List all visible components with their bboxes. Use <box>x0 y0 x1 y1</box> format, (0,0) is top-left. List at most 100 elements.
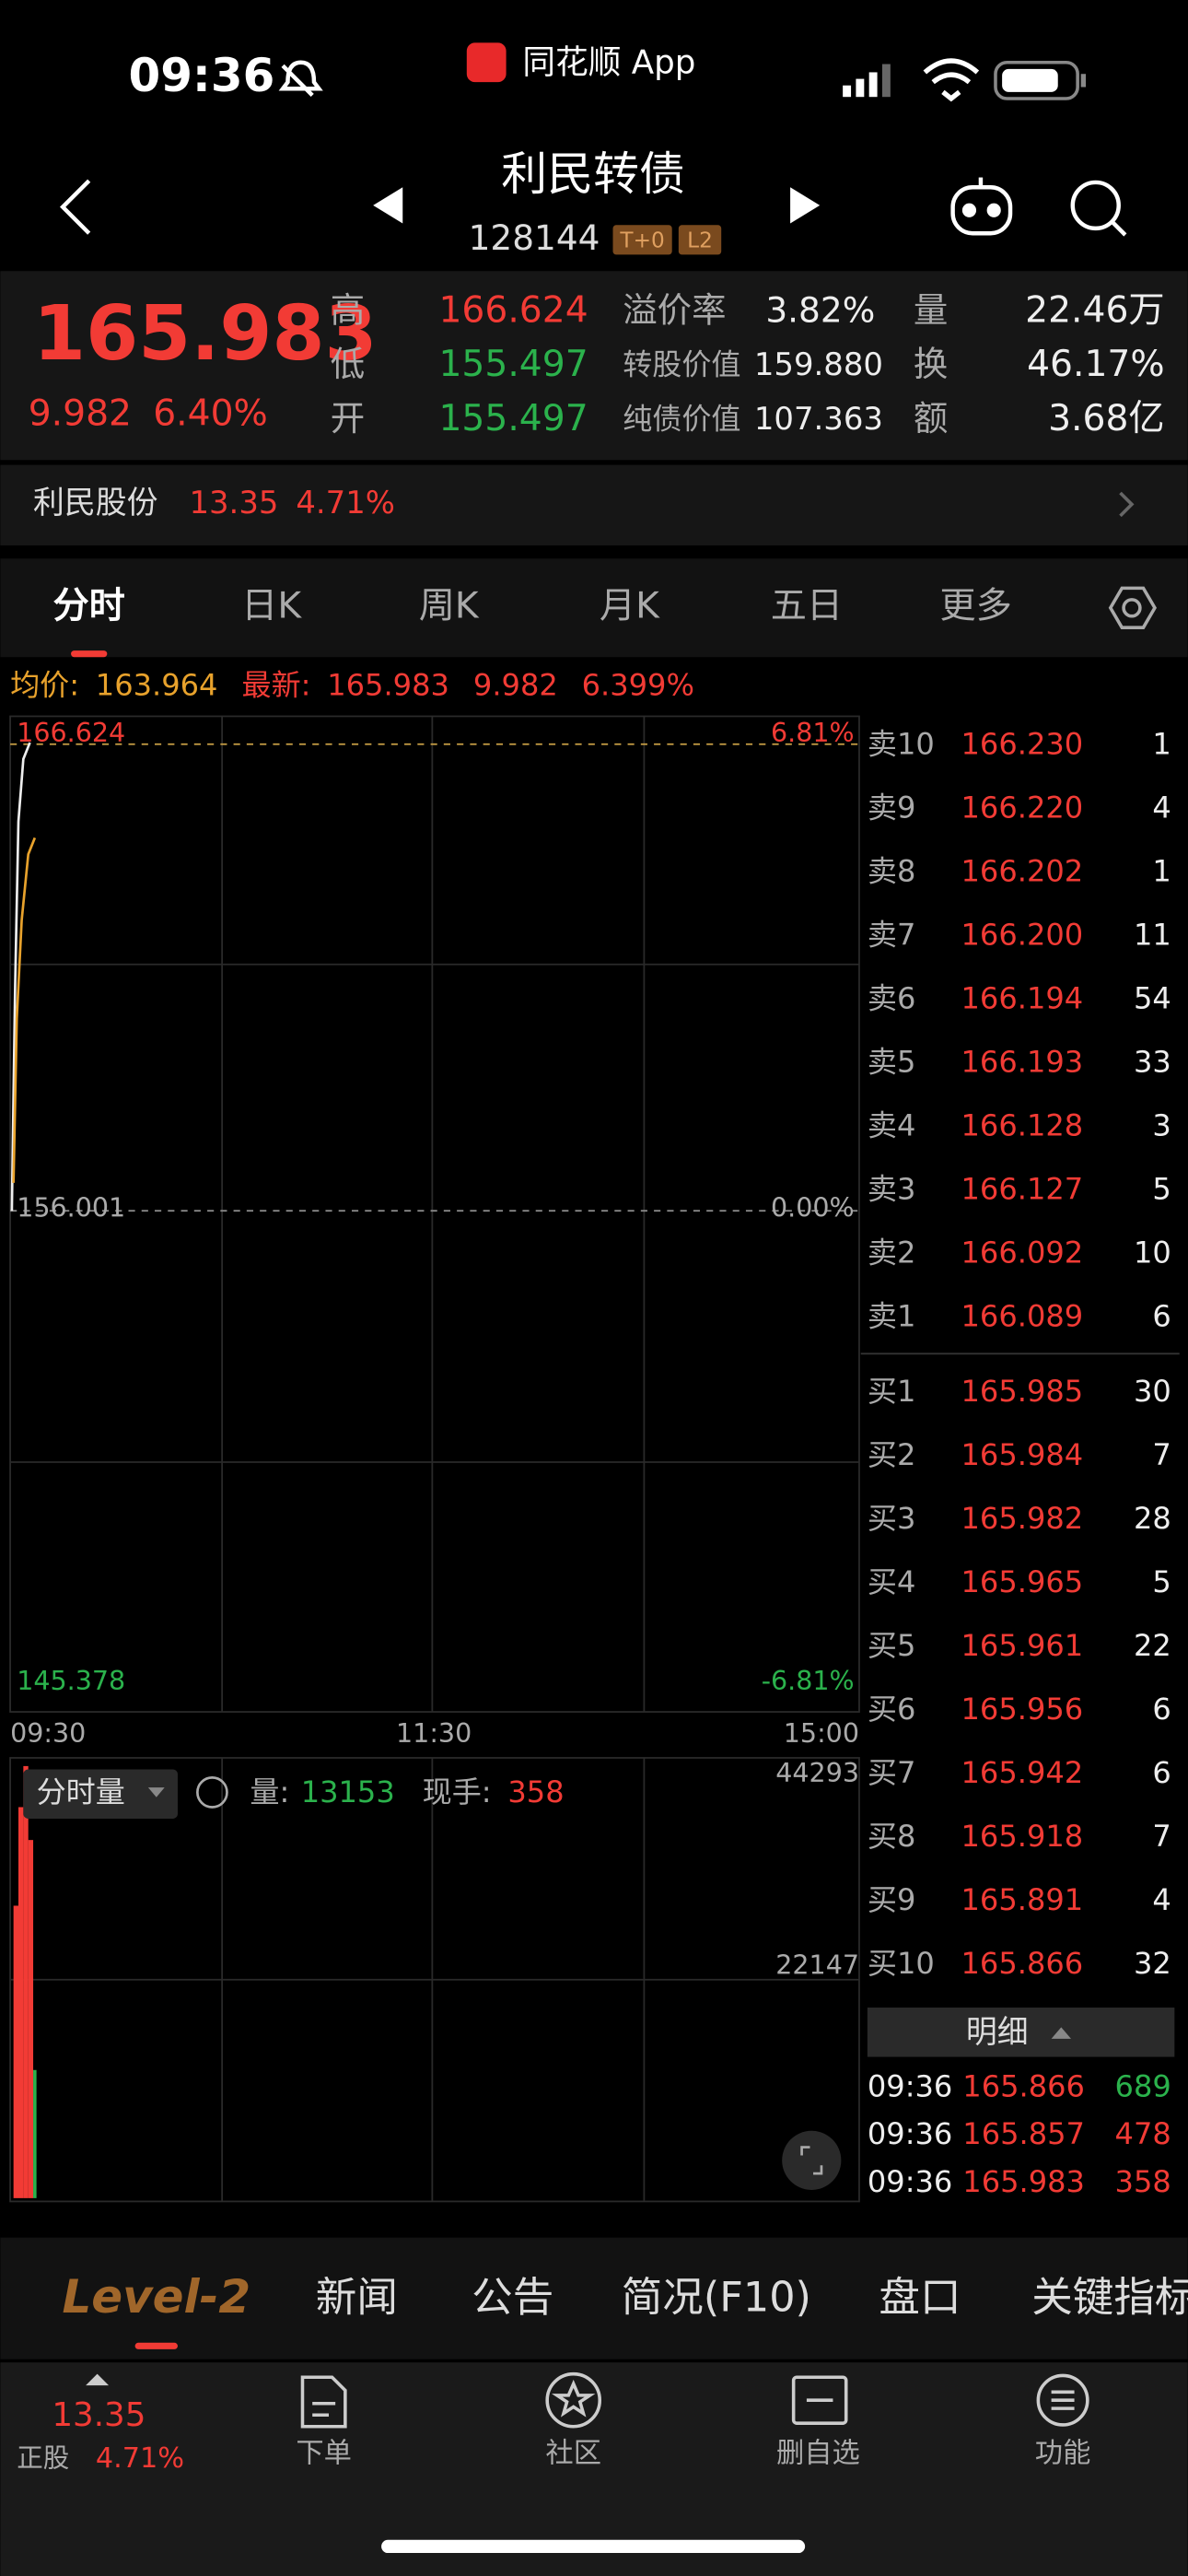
hand-label: 现手: <box>423 1774 492 1809</box>
settings-icon[interactable] <box>1108 586 1158 629</box>
book-qty: 1 <box>1152 727 1171 762</box>
next-button[interactable] <box>790 187 821 224</box>
search-icon[interactable] <box>1070 180 1127 237</box>
stat-value: 3.82% <box>765 289 875 330</box>
stat-label: 转股价值 <box>623 347 740 382</box>
mid-label: 156.001 <box>17 1192 125 1223</box>
stat-value: 107.363 <box>754 401 883 437</box>
badge: T+0 <box>619 228 664 253</box>
toolbar-item[interactable]: 下单 <box>296 2438 352 2470</box>
bottom-tab[interactable]: 简况(F10) <box>622 2273 811 2321</box>
book-price: 165.984 <box>961 1437 1084 1472</box>
vol: 13153 <box>301 1774 395 1809</box>
book-label: 买7 <box>868 1755 916 1790</box>
status-icons <box>278 42 1087 102</box>
detail-arrow <box>1051 2027 1072 2039</box>
badge-bg <box>678 225 722 255</box>
tab[interactable]: 分时 <box>52 585 124 626</box>
bottom-tab[interactable]: 公告 <box>472 2273 553 2321</box>
book-price: 166.194 <box>961 981 1084 1016</box>
book-label: 买6 <box>868 1692 916 1727</box>
bottom-tab[interactable]: Level-2 <box>62 2270 250 2324</box>
volume-selector[interactable] <box>23 1769 178 1819</box>
book-price: 166.202 <box>961 854 1084 889</box>
tab[interactable]: 更多 <box>939 585 1011 626</box>
book-label: 卖10 <box>868 727 935 762</box>
stat-value: 46.17% <box>1027 344 1165 385</box>
book-qty: 28 <box>1134 1501 1171 1536</box>
book-label: 买9 <box>868 1882 916 1917</box>
book-price: 166.220 <box>961 790 1084 825</box>
help-icon[interactable] <box>196 1776 228 1809</box>
stat-label: 开 <box>331 398 365 439</box>
tab[interactable]: 日K <box>241 585 302 626</box>
toolbar-item[interactable]: 删自选 <box>776 2438 860 2470</box>
book-qty: 4 <box>1152 790 1171 825</box>
fullscreen-button[interactable] <box>782 2130 842 2190</box>
time-label: 15:00 <box>784 1718 859 1749</box>
change: 9.982 <box>29 393 132 435</box>
book-label: 卖3 <box>868 1172 916 1207</box>
book-price: 166.193 <box>961 1045 1084 1080</box>
bottom-tab[interactable]: 新闻 <box>316 2273 398 2321</box>
header-icons <box>59 177 1158 629</box>
prev-button[interactable] <box>373 187 403 224</box>
stat-label: 量 <box>914 289 948 330</box>
trade-price: 165.857 <box>962 2116 1085 2151</box>
tab[interactable]: 周K <box>419 585 480 626</box>
stat-value: 159.880 <box>754 346 883 382</box>
low-label: 145.378 <box>17 1666 125 1696</box>
book-label: 卖4 <box>868 1108 916 1143</box>
book-qty: 6 <box>1152 1755 1171 1790</box>
book-price: 166.128 <box>961 1108 1084 1143</box>
book-label: 买1 <box>868 1374 916 1409</box>
stock-pct: 4.71% <box>296 485 395 521</box>
toolbar-item[interactable]: 社区 <box>545 2438 601 2470</box>
book-label: 买4 <box>868 1564 916 1599</box>
detail-header[interactable] <box>867 2008 1175 2057</box>
quote-band <box>0 271 1188 461</box>
book-qty: 32 <box>1134 1946 1171 1981</box>
book-price: 165.918 <box>961 1819 1084 1854</box>
book-price: 166.200 <box>961 918 1084 953</box>
book-price: 165.891 <box>961 1882 1084 1917</box>
stock-row[interactable] <box>0 464 1188 546</box>
stat-value: 166.624 <box>438 289 588 331</box>
book-label: 买10 <box>868 1946 935 1981</box>
book-qty: 5 <box>1152 1564 1171 1599</box>
time-label: 11:30 <box>396 1718 472 1749</box>
toolbar-item[interactable]: 功能 <box>1035 2438 1091 2470</box>
book-qty: 4 <box>1152 1882 1171 1917</box>
bottom-tab[interactable]: 关键指标 <box>1031 2273 1188 2321</box>
book-price: 165.965 <box>961 1564 1084 1599</box>
back-button[interactable] <box>59 179 91 235</box>
book-price: 165.866 <box>961 1946 1084 1981</box>
stock-chevron[interactable] <box>1119 491 1135 518</box>
trade-qty: 689 <box>1115 2068 1171 2103</box>
change-pct: 6.40% <box>153 393 268 435</box>
tab[interactable]: 五日 <box>771 585 843 626</box>
stat-label: 额 <box>914 398 948 439</box>
tab[interactable]: 月K <box>600 585 660 626</box>
book-qty: 30 <box>1134 1374 1171 1409</box>
volume-title[interactable]: 分时量 <box>37 1774 125 1809</box>
toolbar-icons <box>86 2371 1089 2429</box>
bottom-tab[interactable]: 盘口 <box>879 2273 961 2321</box>
book-label: 买2 <box>868 1437 916 1472</box>
book-qty: 6 <box>1152 1692 1171 1727</box>
book-label: 卖1 <box>868 1299 916 1334</box>
dropdown-arrow <box>147 1787 165 1797</box>
book-price: 166.230 <box>961 727 1084 762</box>
book-label: 卖5 <box>868 1045 916 1080</box>
robot-icon[interactable] <box>950 177 1013 236</box>
fullscreen-icon <box>800 2146 823 2175</box>
stat-value: 3.68亿 <box>1048 398 1165 439</box>
mid-pct: 0.00% <box>771 1192 855 1223</box>
high-pct: 6.81% <box>771 718 855 748</box>
price-chart <box>9 715 860 2203</box>
stat-label: 换 <box>914 344 948 384</box>
bottom-tab-bar <box>0 2237 1188 2359</box>
book-price: 165.942 <box>961 1755 1084 1790</box>
book-qty: 7 <box>1152 1437 1171 1472</box>
